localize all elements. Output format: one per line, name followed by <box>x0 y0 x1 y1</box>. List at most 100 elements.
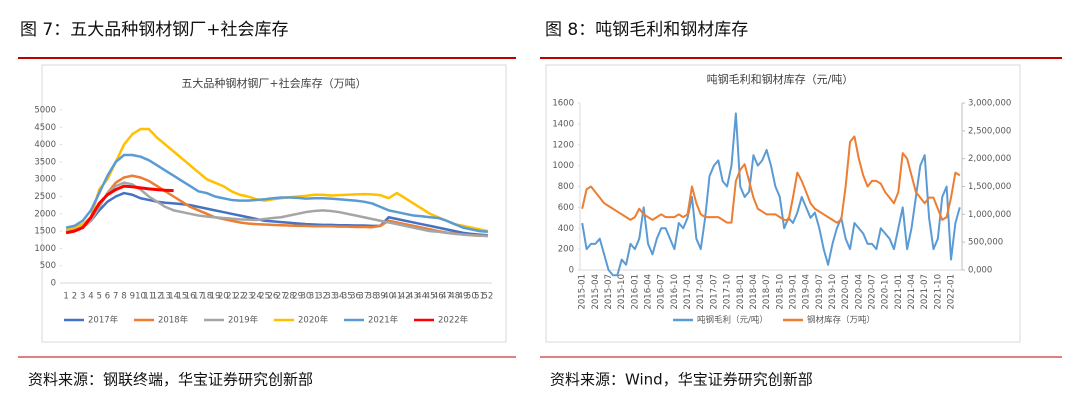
x-tick-label: 2016-07 <box>657 274 667 310</box>
y-tick-label: 1000 <box>34 244 56 254</box>
y-tick-label: 200 <box>558 245 574 255</box>
x-tick-label: 2020-10 <box>881 274 891 310</box>
x-tick-label: 9 <box>130 292 135 302</box>
x-tick-label: 41 <box>391 292 402 302</box>
x-tick-label: 7 <box>113 292 118 302</box>
x-tick-label: 13 <box>160 292 171 302</box>
y-tick-label: 800 <box>558 182 574 192</box>
x-tick-label: 2020-07 <box>867 274 877 310</box>
x-tick-label: 2018-10 <box>775 274 785 310</box>
y-tick-label: 1000 <box>552 161 574 171</box>
y-tick-label: 4000 <box>34 140 56 150</box>
x-tick-label: 25 <box>259 292 270 302</box>
x-tick-label: 2015-10 <box>617 274 627 310</box>
series-line <box>581 135 961 224</box>
x-tick-label: 2021-10 <box>933 274 943 310</box>
y-tick-label: 0 <box>51 279 56 289</box>
chart-frame <box>41 64 507 343</box>
x-tick-label: 47 <box>441 292 452 302</box>
chart-title: 吨钢毛利和钢材库存（元/吨） <box>707 72 854 86</box>
x-tick-label: 2017-04 <box>696 274 706 310</box>
x-tick-label: 2018-01 <box>736 274 746 310</box>
y-tick-label: 2500 <box>34 192 56 202</box>
y-tick-label: 1500 <box>34 227 56 237</box>
x-tick-label: 38 <box>367 292 378 302</box>
x-tick-label: 39 <box>375 292 386 302</box>
x-tick-label: 35 <box>342 292 353 302</box>
x-tick-label: 48 <box>449 292 460 302</box>
x-tick-label: 26 <box>267 292 278 302</box>
y-tick-label: 400 <box>558 224 574 234</box>
x-tick-label: 30 <box>301 292 312 302</box>
x-tick-label: 2015-01 <box>578 274 588 310</box>
y2-tick-label: 2,500,000 <box>968 126 1011 136</box>
y2-tick-label: 0,000 <box>968 266 992 276</box>
x-tick-label: 34 <box>334 292 345 302</box>
x-tick-label: 36 <box>350 292 361 302</box>
series-line <box>65 191 488 237</box>
x-tick-label: 42 <box>400 292 411 302</box>
x-tick-label: 2017-07 <box>709 274 719 310</box>
x-tick-label: 24 <box>251 292 262 302</box>
x-tick-label: 31 <box>309 292 320 302</box>
legend-label: 2018年 <box>158 315 189 326</box>
x-tick-label: 49 <box>458 292 469 302</box>
x-tick-label: 2018-04 <box>749 274 759 310</box>
x-tick-label: 2019-01 <box>788 274 798 310</box>
x-tick-label: 2019-04 <box>802 274 812 310</box>
x-tick-label: 52 <box>482 292 493 302</box>
x-tick-label: 10 <box>135 292 146 302</box>
x-tick-label: 11 <box>143 292 154 302</box>
x-tick-label: 45 <box>425 292 436 302</box>
x-tick-label: 14 <box>168 292 179 302</box>
y-tick-label: 0 <box>569 266 574 276</box>
x-tick-label: 2017-01 <box>683 274 693 310</box>
legend-label: 钢材库存（万吨） <box>807 315 875 326</box>
x-tick-label: 21 <box>226 292 237 302</box>
y-tick-label: 600 <box>558 203 574 213</box>
legend-label: 2022年 <box>438 315 469 326</box>
x-tick-label: 2019-10 <box>828 274 838 310</box>
source-note: 资料来源：Wind，华宝证券研究创新部 <box>550 371 813 389</box>
x-tick-label: 2021-07 <box>920 274 930 310</box>
x-tick-label: 27 <box>276 292 287 302</box>
x-tick-label: 5 <box>97 292 102 302</box>
y2-tick-label: 1,500,000 <box>968 182 1011 192</box>
x-tick-label: 32 <box>317 292 328 302</box>
series-line <box>65 153 488 234</box>
series-line <box>581 112 961 277</box>
x-tick-label: 2016-04 <box>644 274 654 310</box>
x-tick-label: 40 <box>383 292 394 302</box>
x-tick-label: 15 <box>176 292 187 302</box>
legend-label: 吨钢毛利（元/吨） <box>697 315 768 326</box>
x-tick-label: 12 <box>152 292 163 302</box>
x-tick-label: 51 <box>474 292 485 302</box>
x-tick-label: 22 <box>234 292 245 302</box>
x-tick-label: 2 <box>72 292 77 302</box>
x-tick-label: 33 <box>325 292 336 302</box>
legend-label: 2020年 <box>298 315 329 326</box>
x-tick-label: 6 <box>105 292 110 302</box>
x-tick-label: 1 <box>63 292 68 302</box>
y-tick-label: 3500 <box>34 157 56 167</box>
y-tick-label: 4500 <box>34 123 56 133</box>
y-tick-label: 1200 <box>552 140 574 150</box>
legend-label: 2017年 <box>88 315 119 326</box>
x-tick-label: 2019-07 <box>815 274 825 310</box>
x-tick-label: 18 <box>201 292 212 302</box>
x-tick-label: 19 <box>210 292 221 302</box>
x-tick-label: 23 <box>243 292 254 302</box>
x-tick-label: 8 <box>121 292 126 302</box>
x-tick-label: 2018-07 <box>762 274 772 310</box>
x-tick-label: 2017-10 <box>723 274 733 310</box>
x-tick-label: 3 <box>80 292 85 302</box>
x-tick-label: 50 <box>466 292 477 302</box>
x-tick-label: 46 <box>433 292 444 302</box>
series-line <box>65 174 488 238</box>
x-tick-label: 2015-04 <box>591 274 601 310</box>
x-tick-label: 2016-10 <box>670 274 680 310</box>
y-tick-label: 2000 <box>34 209 56 219</box>
y-tick-label: 1600 <box>552 99 574 109</box>
x-tick-label: 43 <box>408 292 419 302</box>
figure-caption: 图 8：吨钢毛利和钢材库存 <box>545 20 748 40</box>
